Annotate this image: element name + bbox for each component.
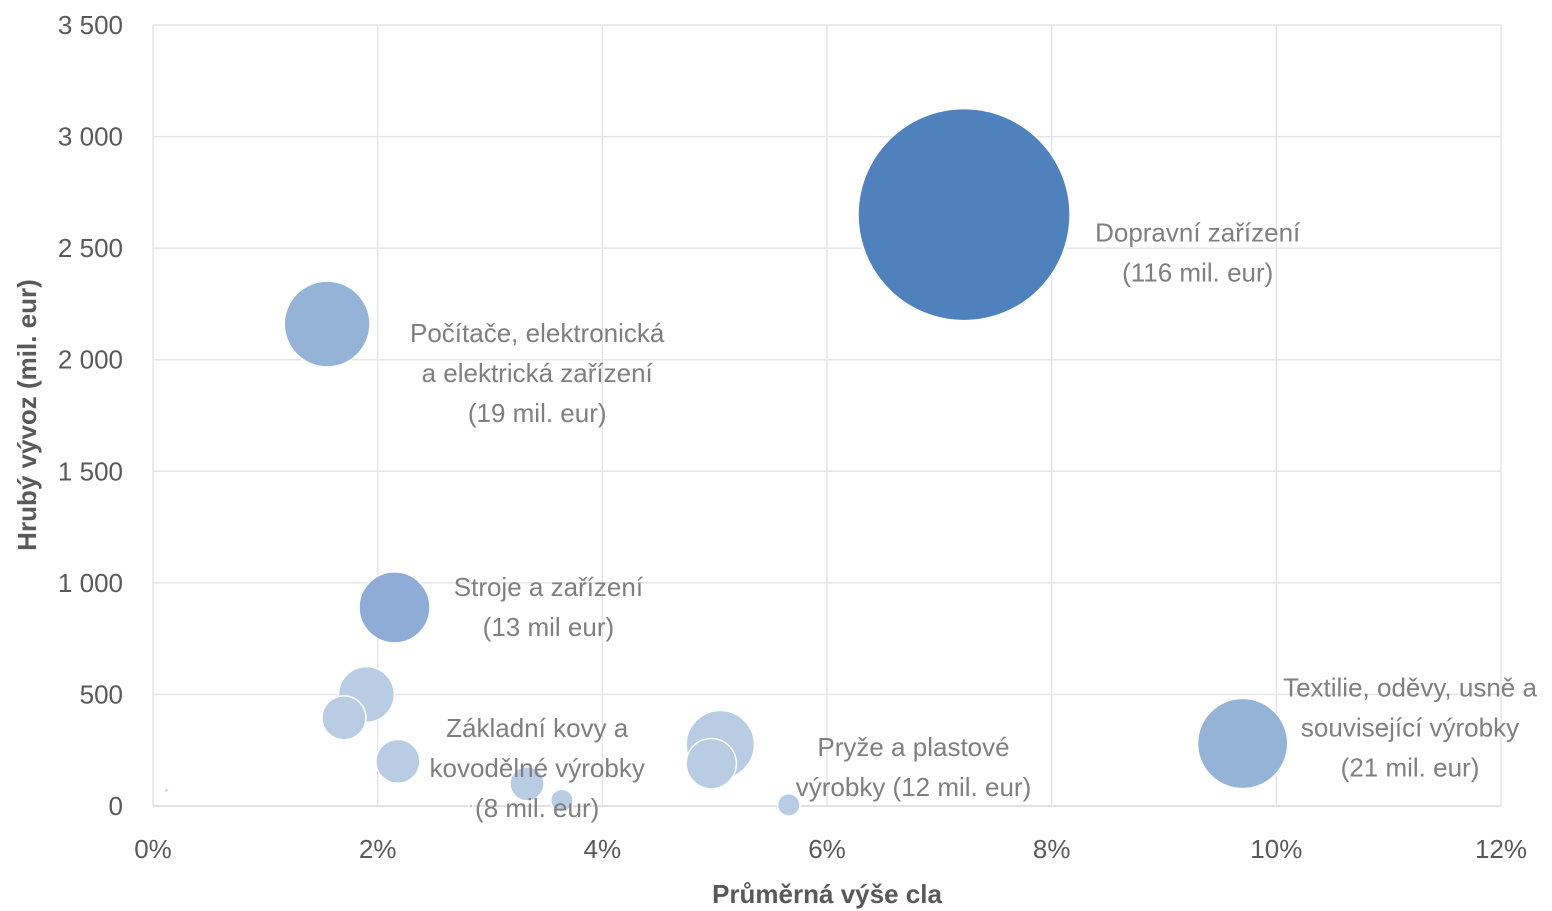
annotation-line: Základní kovy a	[446, 713, 629, 743]
bubble-annotation: Základní kovy a kovodělné výrobky (8 mil. …	[430, 713, 645, 823]
bubble	[358, 571, 431, 644]
x-tick-label: 0%	[134, 834, 172, 864]
annotations: Dopravní zařízení (116 mil. eur) Počítače,…	[410, 217, 1537, 822]
x-tick-label: 2%	[359, 834, 397, 864]
y-tick-label: 3 000	[58, 122, 123, 152]
bubble	[776, 792, 801, 817]
x-tick-label: 12%	[1475, 834, 1527, 864]
bubble-annotation: Počítače, elektronická a elektrická zaříz…	[410, 318, 665, 428]
bubble	[857, 107, 1071, 322]
y-axis-tick-labels: 0 500 1 000 1 500 2 000 2 500 3 000 3 500	[58, 10, 123, 821]
x-tick-label: 4%	[584, 834, 622, 864]
annotation-line: (8 mil. eur)	[475, 793, 599, 823]
annotation-line: Počítače, elektronická	[410, 318, 665, 348]
y-tick-label: 0	[109, 791, 123, 821]
annotation-line: související výrobky	[1301, 713, 1519, 743]
x-tick-label: 10%	[1250, 834, 1302, 864]
bubble-annotation: Textilie, oděvy, usně a související výrob…	[1283, 673, 1537, 783]
bubble	[321, 695, 367, 741]
annotation-line: (116 mil. eur)	[1122, 257, 1273, 287]
bubble	[283, 280, 371, 368]
bubbles	[163, 107, 1289, 817]
y-axis-title: Hrubý vývoz (mil. eur)	[12, 279, 42, 551]
bubble-annotation: Pryže a plastové výrobky (12 mil. eur)	[796, 732, 1032, 802]
bubble-annotation: Stroje a zařízení (13 mil eur)	[454, 572, 644, 642]
annotation-line: (21 mil. eur)	[1341, 753, 1480, 783]
bubble	[1196, 697, 1289, 790]
y-tick-label: 2 500	[58, 233, 123, 263]
annotation-line: Dopravní zařízení	[1095, 217, 1301, 247]
annotation-line: výrobky (12 mil. eur)	[796, 772, 1032, 802]
y-tick-label: 1 000	[58, 568, 123, 598]
y-tick-label: 2 000	[58, 345, 123, 375]
bubble	[509, 765, 545, 802]
bubble	[549, 788, 574, 813]
x-tick-label: 8%	[1033, 834, 1071, 864]
y-tick-label: 3 500	[58, 10, 123, 40]
annotation-line: a elektrická zařízení	[422, 358, 654, 388]
bubble	[468, 803, 474, 809]
annotation-line: Textilie, oděvy, usně a	[1283, 673, 1537, 703]
bubble	[163, 787, 170, 794]
x-axis-tick-labels: 0% 2% 4% 6% 8% 10% 12%	[134, 834, 1527, 864]
y-tick-label: 1 500	[58, 456, 123, 486]
annotation-line: Stroje a zařízení	[454, 572, 644, 602]
annotation-line: Pryže a plastové	[817, 732, 1009, 762]
bubble	[685, 737, 738, 790]
bubble	[375, 738, 421, 785]
x-tick-label: 6%	[808, 834, 846, 864]
bubble-annotation: Dopravní zařízení (116 mil. eur)	[1095, 217, 1301, 287]
annotation-line: kovodělné výrobky	[430, 753, 645, 783]
gridlines	[152, 24, 1502, 807]
x-axis-title: Průměrná výše cla	[712, 879, 942, 909]
annotation-line: (19 mil. eur)	[468, 398, 607, 428]
annotation-line: (13 mil eur)	[483, 612, 614, 642]
y-tick-label: 500	[80, 679, 123, 709]
